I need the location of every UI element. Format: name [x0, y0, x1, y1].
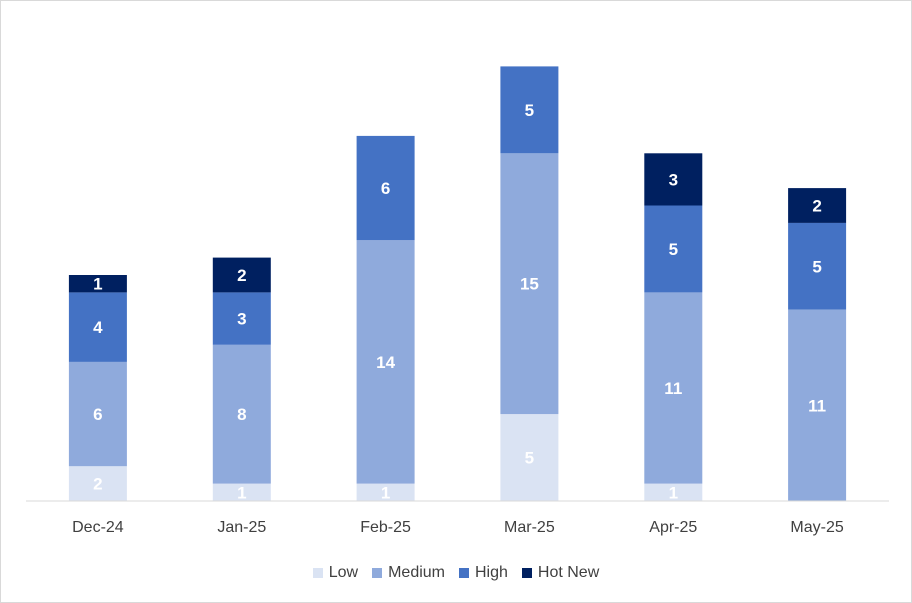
- legend-swatch: [521, 568, 532, 578]
- data-label-high-feb-25: 6: [381, 179, 390, 198]
- x-tick-labels: Dec-24 Jan-25 Feb-25 Mar-25 Apr-25 May-25: [72, 519, 844, 536]
- x-tick-label-may-25: May-25: [790, 519, 843, 536]
- legend-swatch: [372, 568, 383, 578]
- bar-segment-hot-new-jan-25: [212, 257, 271, 293]
- bar-segment-low-jan-25: [212, 483, 271, 501]
- data-label-low-apr-25: 1: [669, 483, 678, 502]
- bars-layer: [68, 66, 847, 501]
- x-tick-label-mar-25: Mar-25: [504, 519, 555, 536]
- data-label-medium-jan-25: 8: [237, 405, 246, 424]
- bar-segment-medium-may-25: [788, 309, 847, 501]
- x-tick-label-feb-25: Feb-25: [360, 519, 411, 536]
- x-tick-label-jan-25: Jan-25: [217, 519, 266, 536]
- legend-label: Hot New: [537, 564, 600, 581]
- bar-segment-medium-dec-24: [68, 361, 127, 467]
- data-label-high-apr-25: 5: [669, 240, 678, 259]
- legend: Low Medium High Hot New: [1, 564, 911, 582]
- bar-segment-medium-mar-25: [500, 153, 559, 415]
- data-label-hot-new-may-25: 2: [812, 197, 821, 216]
- data-label-low-dec-24: 2: [93, 475, 102, 494]
- data-label-medium-apr-25: 11: [664, 379, 682, 398]
- bar-segment-medium-feb-25: [356, 240, 415, 484]
- data-label-hot-new-apr-25: 3: [669, 170, 678, 189]
- data-label-medium-mar-25: 15: [520, 275, 539, 294]
- legend-swatch: [312, 568, 323, 578]
- bar-segment-high-jan-25: [212, 292, 271, 345]
- data-label-high-mar-25: 5: [525, 101, 534, 120]
- bar-segment-hot-new-may-25: [788, 188, 847, 223]
- legend-label: Low: [328, 564, 359, 581]
- data-label-medium-may-25: 11: [808, 396, 826, 415]
- data-label-hot-new-jan-25: 2: [237, 266, 246, 285]
- bar-segment-low-feb-25: [356, 483, 415, 501]
- bar-segment-low-apr-25: [644, 483, 703, 501]
- legend-swatch: [459, 568, 469, 578]
- bar-segment-low-dec-24: [68, 466, 127, 501]
- legend-item-high: High: [459, 564, 508, 582]
- bar-segment-high-may-25: [788, 222, 847, 310]
- data-label-low-jan-25: 1: [237, 483, 246, 502]
- bar-segment-high-feb-25: [356, 135, 415, 241]
- x-tick-label-apr-25: Apr-25: [649, 519, 697, 536]
- bar-segment-low-mar-25: [500, 414, 559, 501]
- bar-segment-hot-new-apr-25: [644, 153, 703, 206]
- legend-item-hot-new: Hot New: [521, 564, 600, 582]
- legend-item-medium: Medium: [372, 564, 445, 582]
- bar-segment-medium-apr-25: [644, 292, 703, 484]
- bar-segment-high-mar-25: [500, 66, 559, 154]
- legend-item-low: Low: [312, 564, 359, 582]
- data-label-low-mar-25: 5: [525, 449, 534, 468]
- bar-segment-hot-new-dec-24: [68, 275, 127, 293]
- data-label-low-feb-25: 1: [381, 483, 390, 502]
- bar-segment-medium-jan-25: [212, 344, 271, 484]
- legend-label: High: [475, 564, 508, 581]
- data-label-high-dec-24: 4: [93, 318, 103, 337]
- data-label-high-jan-25: 3: [237, 310, 246, 329]
- bar-segment-high-dec-24: [68, 292, 127, 362]
- data-label-high-may-25: 5: [812, 257, 821, 276]
- x-tick-label-dec-24: Dec-24: [72, 519, 124, 536]
- data-label-hot-new-dec-24: 1: [93, 275, 102, 294]
- bar-segment-high-apr-25: [644, 205, 703, 293]
- data-label-medium-feb-25: 14: [376, 353, 395, 372]
- data-label-medium-dec-24: 6: [93, 405, 102, 424]
- legend-label: Medium: [388, 564, 445, 581]
